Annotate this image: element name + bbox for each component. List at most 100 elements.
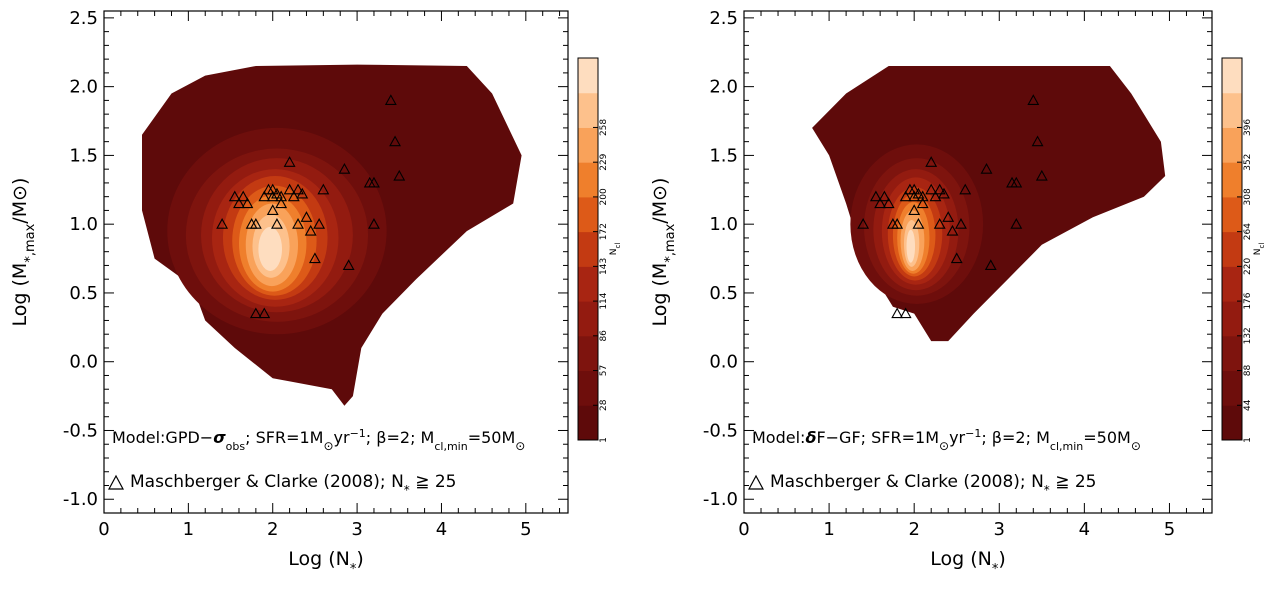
y-tick-label: 2.0 bbox=[69, 77, 98, 98]
colorbar-tick-label: 172 bbox=[599, 223, 609, 240]
scatter-point bbox=[980, 163, 993, 174]
scatter-point bbox=[266, 190, 279, 202]
model-annotation: Model:δF−GF; SFR=1M⊙yr−1; β=2; Mcl,min=5… bbox=[752, 427, 1141, 454]
x-tick-label: 1 bbox=[183, 519, 194, 540]
colorbar-tick-label: 114 bbox=[599, 292, 609, 309]
x-tick-label: 3 bbox=[994, 519, 1005, 540]
scatter-point bbox=[266, 204, 279, 215]
scatter-point bbox=[916, 190, 929, 202]
scatter-point bbox=[283, 156, 296, 167]
y-tick-label: 1.0 bbox=[709, 214, 738, 235]
scatter-point bbox=[216, 218, 229, 229]
scatter-point bbox=[899, 307, 912, 319]
colorbar-segment bbox=[578, 196, 598, 233]
scatter-point bbox=[942, 211, 955, 222]
y-axis-label: Log (M*,max/M⊙) bbox=[9, 178, 38, 327]
scatter-point bbox=[938, 187, 950, 199]
colorbar-segment bbox=[578, 127, 598, 163]
colorbar-label-group: Ncl bbox=[1253, 243, 1266, 256]
colorbar-segment bbox=[1222, 92, 1242, 128]
colorbar-segment bbox=[578, 335, 598, 372]
scatter-point bbox=[292, 183, 304, 195]
y-tick-label: 2.5 bbox=[709, 8, 738, 29]
x-tick-label: 0 bbox=[738, 519, 749, 540]
scatter-point bbox=[908, 183, 921, 195]
density-contour bbox=[906, 229, 916, 263]
colorbar-tick-label: 143 bbox=[599, 258, 609, 275]
scatter-point bbox=[984, 259, 997, 270]
scatter-point bbox=[384, 94, 397, 105]
colorbar-frame bbox=[1221, 57, 1243, 441]
x-tick-label: 4 bbox=[1079, 519, 1090, 540]
colorbar-segment bbox=[578, 92, 598, 128]
scatter-point bbox=[916, 197, 929, 209]
scatter-point bbox=[241, 197, 254, 209]
y-tick-label: 2.0 bbox=[709, 77, 738, 98]
legend-triangle-marker bbox=[107, 474, 125, 490]
scatter-point bbox=[1010, 176, 1023, 188]
colorbar-segment bbox=[1222, 127, 1242, 163]
scatter-point bbox=[338, 163, 351, 174]
y-axis-label-group: Log (M*,max/M⊙) bbox=[9, 178, 38, 327]
colorbar-tick-label: 258 bbox=[599, 119, 609, 136]
y-tick-label: -1.0 bbox=[63, 489, 98, 510]
scatter-point bbox=[1035, 169, 1048, 181]
axes-frame bbox=[743, 10, 1213, 514]
colorbar-segment bbox=[578, 162, 598, 198]
scatter-point bbox=[283, 183, 296, 195]
scatter-point bbox=[296, 187, 309, 199]
scatter-point bbox=[878, 190, 891, 202]
colorbar-tick-label: 176 bbox=[1243, 292, 1253, 309]
colorbar-segment bbox=[578, 405, 598, 441]
scatter-point bbox=[874, 197, 887, 209]
colorbar-label-group: Ncl bbox=[609, 243, 622, 256]
scatter-point bbox=[271, 218, 283, 229]
y-tick-label: -0.5 bbox=[703, 420, 738, 441]
scatter-point bbox=[925, 183, 938, 195]
scatter-point bbox=[249, 218, 262, 229]
colorbar-tick-label: 264 bbox=[1243, 223, 1253, 240]
y-tick-label: -1.0 bbox=[703, 489, 738, 510]
scatter-point bbox=[891, 218, 904, 229]
colorbar-segment bbox=[578, 301, 598, 337]
legend-triangle-marker bbox=[747, 474, 765, 490]
x-tick-label: 3 bbox=[351, 519, 362, 540]
scatter-point bbox=[891, 307, 904, 319]
colorbar-tick-label: 44 bbox=[1243, 399, 1253, 411]
colorbar-segment bbox=[1222, 58, 1242, 94]
colorbar-tick-label: 1 bbox=[599, 437, 609, 443]
scatter-point bbox=[317, 183, 330, 195]
colorbar: 1 28 57 86 114 143 172 200 229 258 Ncl bbox=[577, 57, 622, 443]
scatter-point bbox=[342, 259, 355, 270]
scatter-point bbox=[275, 197, 288, 209]
scatter-point bbox=[955, 218, 967, 229]
colorbar-segment bbox=[1222, 162, 1242, 198]
scatter-point bbox=[857, 218, 870, 229]
colorbar-frame bbox=[577, 57, 599, 441]
colorbar-segment bbox=[1222, 301, 1242, 337]
colorbar-tick-label: 1 bbox=[1243, 437, 1253, 443]
scatter-point bbox=[946, 224, 959, 236]
right-panel: 0 1 2 3 4 5 -1.0 -0.5 0.0 0.5 1.0 1.5 2.0 2.5 Log (N*)… bbox=[649, 8, 1266, 577]
colorbar-segment bbox=[1222, 405, 1242, 441]
scatter-point bbox=[266, 183, 279, 195]
y-tick-label: 1.0 bbox=[69, 214, 98, 235]
x-tick-label: 2 bbox=[267, 519, 278, 540]
scatter-point bbox=[933, 183, 946, 195]
scatter-point bbox=[912, 187, 925, 199]
x-axis-label: Log (N*) bbox=[288, 548, 364, 577]
scatter-point bbox=[869, 190, 882, 202]
y-axis-label-group: Log (M*,max/M⊙) bbox=[649, 178, 678, 327]
scatter-point bbox=[912, 218, 925, 229]
scatter-point bbox=[292, 218, 304, 229]
density-plot bbox=[142, 64, 522, 406]
scatter-point bbox=[304, 224, 317, 236]
colorbar-tick-label: 352 bbox=[1243, 154, 1253, 171]
x-tick-label: 2 bbox=[908, 519, 919, 540]
y-axis-label: Log (M*,max/M⊙) bbox=[649, 178, 678, 327]
colorbar-segment bbox=[578, 58, 598, 94]
scatter-point bbox=[882, 197, 895, 209]
colorbar-label: Ncl bbox=[609, 243, 622, 256]
colorbar-segment bbox=[578, 370, 598, 406]
